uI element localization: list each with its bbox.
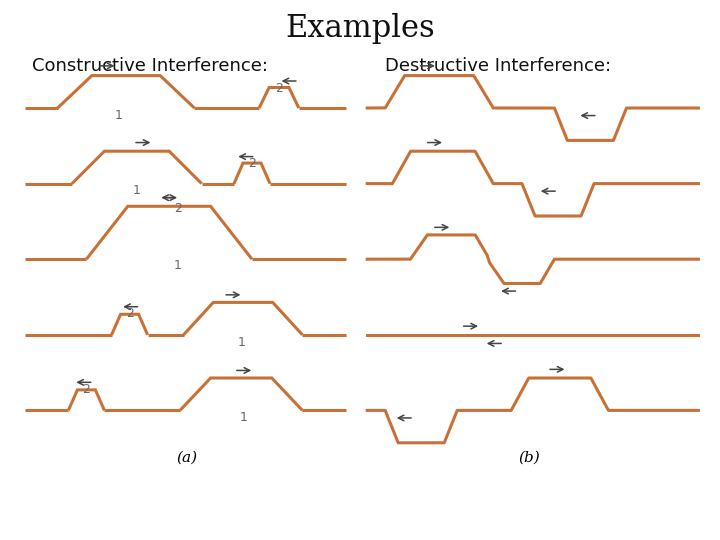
Text: 2: 2 [248,157,256,171]
Text: 1: 1 [133,184,140,198]
Text: 1: 1 [174,259,181,272]
Text: 2: 2 [83,382,90,396]
Text: Constructive Interference:: Constructive Interference: [32,57,269,75]
Text: 2: 2 [126,307,133,320]
Text: 2: 2 [174,201,181,215]
Text: (a): (a) [176,451,198,465]
Text: Examples: Examples [285,14,435,44]
Text: Destructive Interference:: Destructive Interference: [385,57,611,75]
Text: 1: 1 [240,411,247,424]
Text: (b): (b) [518,451,540,465]
Text: 1: 1 [238,335,245,349]
Text: 2: 2 [276,82,283,95]
Text: 1: 1 [115,109,122,122]
